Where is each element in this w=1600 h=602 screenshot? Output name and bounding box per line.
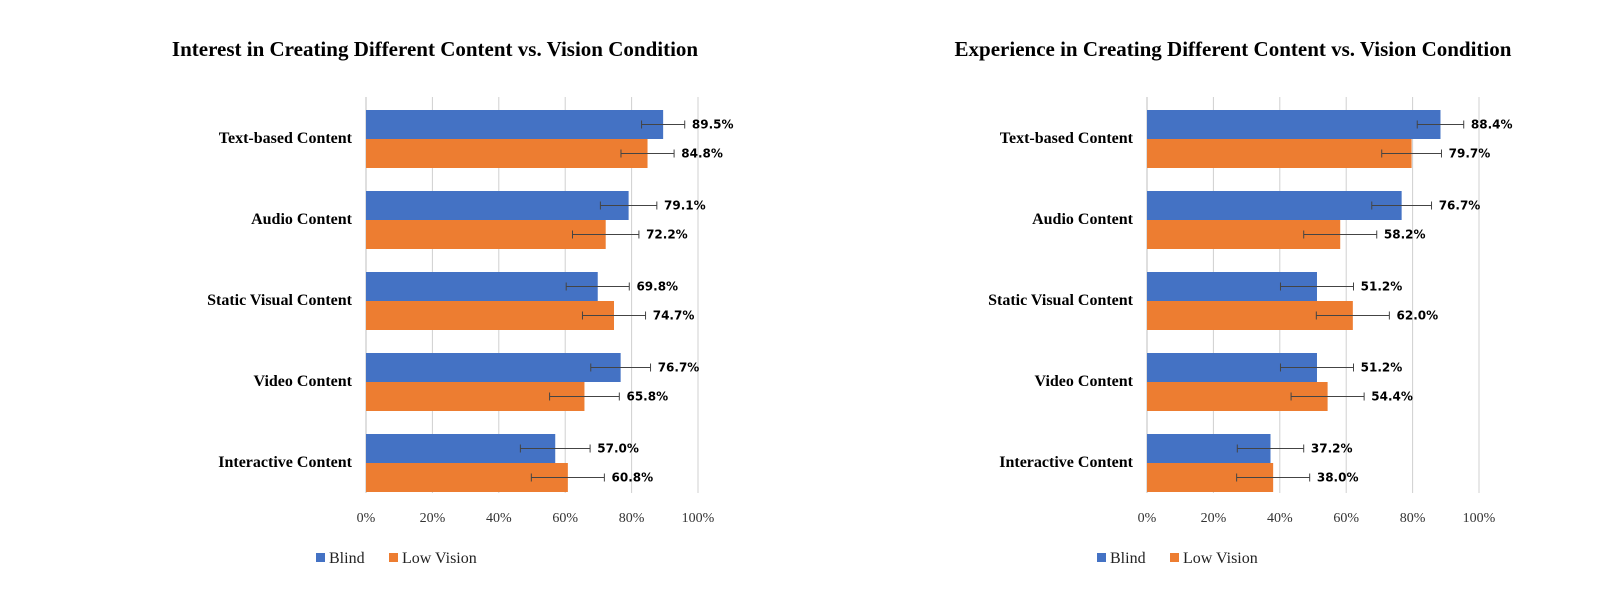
data-label: 72.2% — [646, 228, 688, 242]
legend-swatch-low-vision — [389, 553, 398, 562]
bar-blind — [366, 353, 621, 382]
data-label: 60.8% — [612, 471, 654, 485]
x-tick-label: 20% — [1201, 511, 1227, 526]
category-label: Interactive Content — [999, 454, 1133, 471]
data-label: 76.7% — [658, 361, 700, 375]
chart-1: Interest in Creating Different Content v… — [172, 37, 734, 567]
data-label: 51.2% — [1361, 280, 1403, 294]
data-label: 79.1% — [664, 199, 706, 213]
bar-blind — [366, 110, 664, 139]
bar-blind — [1147, 191, 1402, 220]
bar-blind — [366, 191, 629, 220]
bar-low-vision — [1147, 139, 1412, 168]
legend-swatch-blind — [1097, 553, 1106, 562]
category-label: Audio Content — [251, 211, 353, 228]
category-label: Text-based Content — [1000, 130, 1134, 147]
x-tick-label: 100% — [682, 511, 715, 526]
category-label: Static Visual Content — [207, 292, 353, 309]
legend-swatch-low-vision — [1170, 553, 1179, 562]
legend-label: Blind — [329, 550, 365, 567]
x-tick-label: 20% — [420, 511, 446, 526]
legend-swatch-blind — [316, 553, 325, 562]
data-label: 65.8% — [626, 390, 668, 404]
data-label: 62.0% — [1397, 309, 1439, 323]
category-label: Static Visual Content — [988, 292, 1134, 309]
chart-title: Interest in Creating Different Content v… — [172, 37, 699, 61]
x-tick-label: 60% — [1333, 511, 1359, 526]
bar-low-vision — [366, 220, 606, 249]
data-label: 69.8% — [636, 280, 678, 294]
x-tick-label: 80% — [619, 511, 645, 526]
data-label: 37.2% — [1311, 442, 1353, 456]
bar-low-vision — [366, 382, 585, 411]
data-label: 84.8% — [681, 147, 723, 161]
data-label: 51.2% — [1361, 361, 1403, 375]
data-label: 74.7% — [653, 309, 695, 323]
data-label: 79.7% — [1449, 147, 1491, 161]
category-label: Audio Content — [1032, 211, 1134, 228]
bar-blind — [1147, 110, 1441, 139]
legend-label: Low Vision — [402, 550, 477, 567]
data-label: 89.5% — [692, 118, 734, 132]
bar-low-vision — [366, 139, 648, 168]
chart-2: Experience in Creating Different Content… — [955, 37, 1513, 567]
data-label: 76.7% — [1439, 199, 1481, 213]
bar-blind — [366, 272, 598, 301]
x-tick-label: 40% — [486, 511, 512, 526]
legend-label: Blind — [1110, 550, 1146, 567]
data-label: 58.2% — [1384, 228, 1426, 242]
x-tick-label: 0% — [1138, 511, 1157, 526]
category-label: Interactive Content — [218, 454, 352, 471]
data-label: 88.4% — [1471, 118, 1513, 132]
data-label: 54.4% — [1371, 390, 1413, 404]
x-tick-label: 80% — [1400, 511, 1426, 526]
x-tick-label: 0% — [357, 511, 376, 526]
x-tick-label: 40% — [1267, 511, 1293, 526]
category-label: Text-based Content — [219, 130, 353, 147]
x-tick-label: 100% — [1463, 511, 1496, 526]
data-label: 57.0% — [597, 442, 639, 456]
category-label: Video Content — [1034, 373, 1133, 390]
bar-low-vision — [366, 301, 615, 330]
chart-title: Experience in Creating Different Content… — [955, 37, 1512, 61]
legend-label: Low Vision — [1183, 550, 1258, 567]
data-label: 38.0% — [1317, 471, 1359, 485]
x-tick-label: 60% — [552, 511, 578, 526]
category-label: Video Content — [253, 373, 352, 390]
